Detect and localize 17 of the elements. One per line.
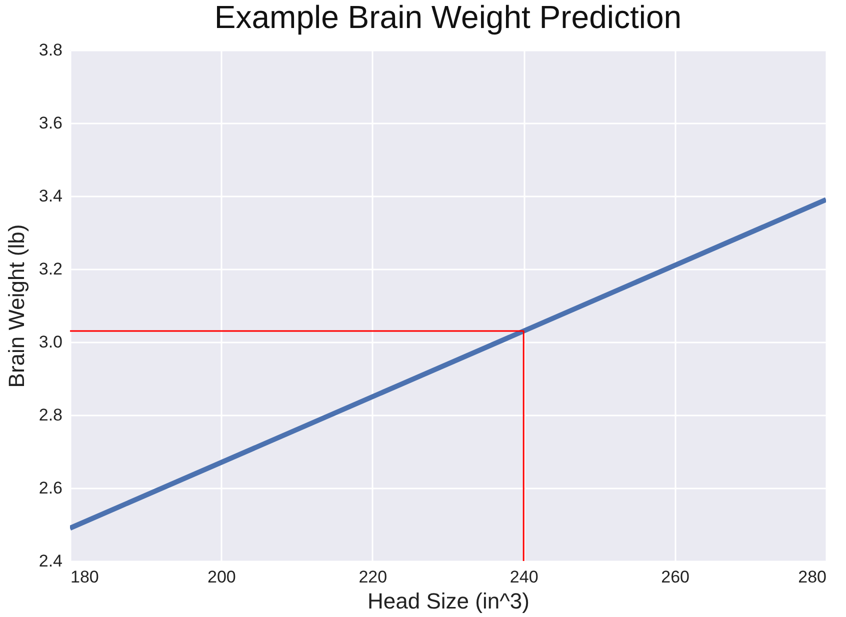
y-tick-label: 3.2 [38,260,62,278]
y-axis-title: Brain Weight (lb) [4,224,29,388]
x-axis-title: Head Size (in^3) [368,588,530,614]
chart-title: Example Brain Weight Prediction [214,0,682,35]
y-tick-label: 3.0 [38,332,62,352]
y-tick-label: 3.8 [38,40,62,60]
y-tick-label: 2.4 [38,552,62,570]
y-tick-label: 2.6 [38,478,62,498]
x-tick-label: 180 [70,568,99,586]
y-tick-label: 2.8 [38,406,62,424]
x-tick-label: 220 [358,568,388,586]
x-tick-label: 280 [798,568,826,586]
y-tick-label: 3.4 [38,186,62,206]
x-tick-label: 260 [661,568,690,586]
x-tick-label: 200 [208,568,236,586]
x-tick-label: 240 [510,568,538,586]
y-tick-label: 3.6 [38,114,62,132]
